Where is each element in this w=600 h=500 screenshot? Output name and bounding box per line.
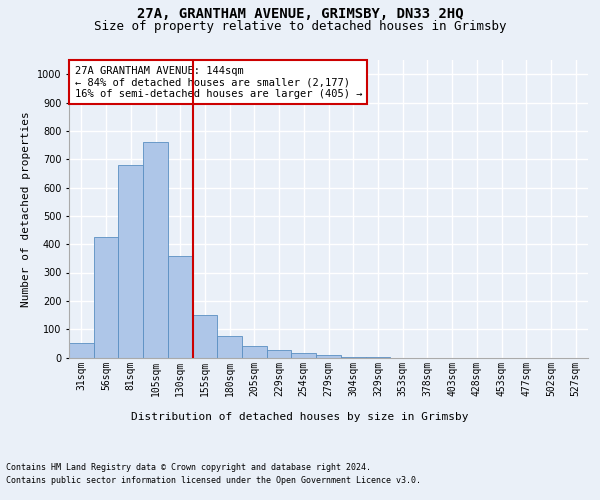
- Y-axis label: Number of detached properties: Number of detached properties: [22, 111, 31, 306]
- Text: Contains public sector information licensed under the Open Government Licence v3: Contains public sector information licen…: [6, 476, 421, 485]
- Bar: [168, 256, 193, 358]
- Text: Distribution of detached houses by size in Grimsby: Distribution of detached houses by size …: [131, 412, 469, 422]
- Text: Size of property relative to detached houses in Grimsby: Size of property relative to detached ho…: [94, 20, 506, 33]
- Bar: [217, 336, 242, 357]
- Bar: [267, 350, 292, 358]
- Bar: [316, 355, 341, 358]
- Text: 27A, GRANTHAM AVENUE, GRIMSBY, DN33 2HQ: 27A, GRANTHAM AVENUE, GRIMSBY, DN33 2HQ: [137, 8, 463, 22]
- Bar: [292, 353, 316, 358]
- Text: 27A GRANTHAM AVENUE: 144sqm
← 84% of detached houses are smaller (2,177)
16% of : 27A GRANTHAM AVENUE: 144sqm ← 84% of det…: [74, 66, 362, 99]
- Bar: [118, 165, 143, 358]
- Bar: [341, 356, 365, 358]
- Bar: [143, 142, 168, 358]
- Text: Contains HM Land Registry data © Crown copyright and database right 2024.: Contains HM Land Registry data © Crown c…: [6, 462, 371, 471]
- Bar: [242, 346, 267, 358]
- Bar: [94, 237, 118, 358]
- Bar: [193, 315, 217, 358]
- Bar: [69, 344, 94, 357]
